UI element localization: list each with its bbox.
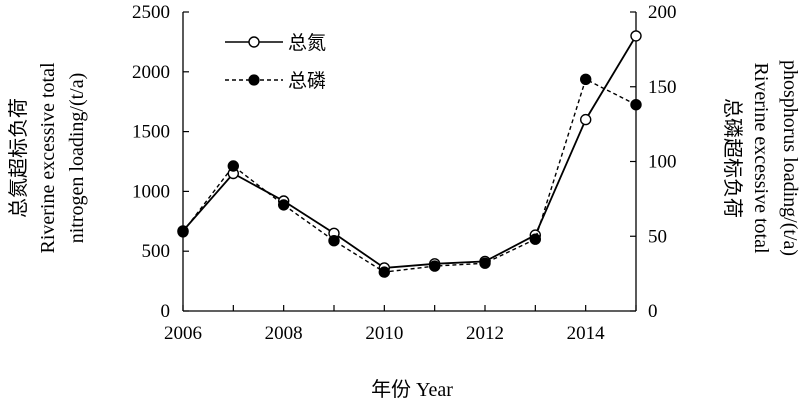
series-layer [177, 30, 642, 278]
data-point [580, 113, 592, 126]
left-tick-label: 0 [161, 301, 171, 322]
series-line [182, 35, 637, 269]
right-axis-label-cn: 总磷超标负荷 [721, 98, 744, 218]
data-point [630, 98, 642, 111]
data-point [429, 260, 441, 272]
right-axis-label-en-2: phosphorus loading/(t/a) [779, 60, 800, 256]
x-tick-label: 2014 [567, 323, 606, 344]
x-tick-label: 2010 [365, 323, 403, 344]
data-point [227, 160, 240, 172]
data-point [177, 226, 189, 238]
data-point [278, 199, 290, 211]
legend: 总氮 总磷 [225, 32, 326, 92]
series-nitrogen [177, 30, 642, 274]
legend-label-nitrogen: 总氮 [288, 32, 326, 54]
x-axis-label: 年份 Year [371, 378, 453, 401]
data-point [328, 234, 340, 247]
left-tick-label: 500 [142, 241, 171, 262]
legend-marker-phosphorus [248, 74, 260, 86]
right-tick-label: 100 [648, 152, 677, 173]
left-tick-label: 2500 [132, 2, 170, 23]
data-point [580, 73, 592, 86]
right-tick-label: 150 [648, 77, 677, 98]
right-axis-label-en-1: Riverine excessive total [750, 62, 772, 253]
legend-marker-nitrogen [248, 36, 260, 48]
right-tick-label: 50 [648, 226, 667, 247]
left-tick-label: 1500 [132, 122, 170, 143]
left-tick-label: 2000 [132, 62, 170, 83]
data-point [630, 30, 642, 42]
data-point [529, 233, 541, 245]
left-axis-ticks: 0 500 1000 1500 2000 2500 [132, 2, 189, 322]
right-tick-label: 200 [648, 2, 677, 23]
left-axis-label-en-2: nitrogen loading/(t/a) [66, 73, 88, 244]
x-tick-label: 2012 [466, 323, 504, 344]
series-line [182, 78, 637, 273]
left-tick-label: 1000 [132, 181, 170, 202]
left-axis-label-cn: 总氮超标负荷 [7, 98, 30, 218]
data-point [378, 266, 390, 278]
x-axis-ticks: 2006 2008 2010 2012 2014 [164, 305, 637, 344]
left-axis-label-en-1: Riverine excessive total [37, 62, 59, 253]
right-axis-ticks: 0 50 100 150 200 [630, 2, 677, 322]
x-tick-label: 2008 [265, 323, 303, 344]
right-tick-label: 0 [648, 301, 658, 322]
data-point [479, 257, 491, 269]
x-tick-label: 2006 [164, 323, 202, 344]
legend-label-phosphorus: 总磷 [288, 70, 326, 92]
series-phosphorus [177, 73, 642, 278]
